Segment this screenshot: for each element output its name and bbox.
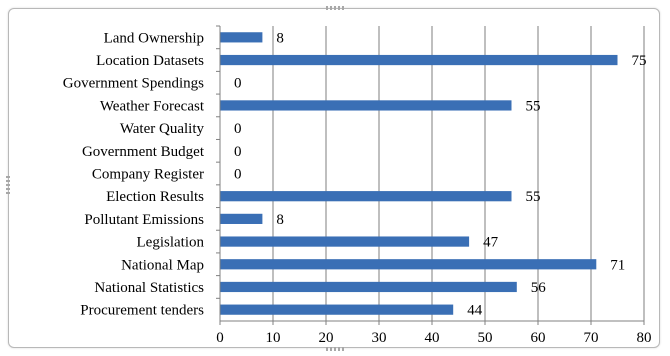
tick-labels: 0 10 20 30 40 50 60 70 80 xyxy=(216,330,651,346)
x-tick-label: 70 xyxy=(584,330,599,346)
data-label: 0 xyxy=(234,144,242,160)
category-label: Location Datasets xyxy=(96,53,204,69)
x-tick-label: 30 xyxy=(372,330,387,346)
category-label: Election Results xyxy=(106,189,204,205)
data-label: 75 xyxy=(632,53,647,69)
bar xyxy=(220,213,263,224)
resize-handle-bottom[interactable] xyxy=(326,347,344,351)
data-label: 55 xyxy=(526,98,541,114)
category-label: Company Register xyxy=(92,167,204,183)
data-label: 56 xyxy=(531,280,547,296)
category-label: Government Spendings xyxy=(63,76,204,92)
category-label: Weather Forecast xyxy=(100,98,205,114)
category-label: Land Ownership xyxy=(104,30,204,46)
x-tick-label: 0 xyxy=(216,330,224,346)
category-label: Water Quality xyxy=(120,121,205,137)
category-label: Pollutant Emissions xyxy=(84,212,204,228)
gridlines xyxy=(272,26,645,321)
bar xyxy=(220,281,517,293)
category-label: National Statistics xyxy=(94,280,204,296)
bars xyxy=(220,32,618,315)
data-label: 71 xyxy=(610,257,625,273)
data-label: 0 xyxy=(234,76,242,92)
category-label: National Map xyxy=(121,257,204,273)
x-tick-label: 20 xyxy=(319,330,334,346)
data-label: 8 xyxy=(276,212,284,228)
data-label: 55 xyxy=(526,189,541,205)
bar xyxy=(220,191,512,202)
resize-handle-top[interactable] xyxy=(326,6,344,10)
data-label: 8 xyxy=(276,30,284,46)
category-labels: Land Ownership Location Datasets Governmen… xyxy=(63,30,205,318)
data-label: 0 xyxy=(234,167,242,183)
bar xyxy=(220,54,618,66)
x-tick-label: 80 xyxy=(637,330,652,346)
data-label: 44 xyxy=(467,303,483,319)
x-tick-label: 50 xyxy=(478,330,493,346)
category-label: Procurement tenders xyxy=(80,303,204,319)
bar xyxy=(220,32,263,43)
data-label: 0 xyxy=(234,121,242,137)
bar xyxy=(220,304,454,315)
x-tick-label: 10 xyxy=(266,330,281,346)
bar xyxy=(220,100,512,111)
data-labels: 8 75 0 55 0 0 0 55 8 47 71 56 44 xyxy=(234,30,647,318)
x-tick-label: 40 xyxy=(425,330,440,346)
bar xyxy=(220,236,470,247)
data-label: 47 xyxy=(483,235,499,251)
x-tick-label: 60 xyxy=(531,330,546,346)
resize-handle-left[interactable] xyxy=(6,176,10,194)
category-label: Government Budget xyxy=(82,144,205,160)
category-label: Legislation xyxy=(137,235,205,251)
axes xyxy=(216,25,645,325)
bar xyxy=(220,259,597,270)
